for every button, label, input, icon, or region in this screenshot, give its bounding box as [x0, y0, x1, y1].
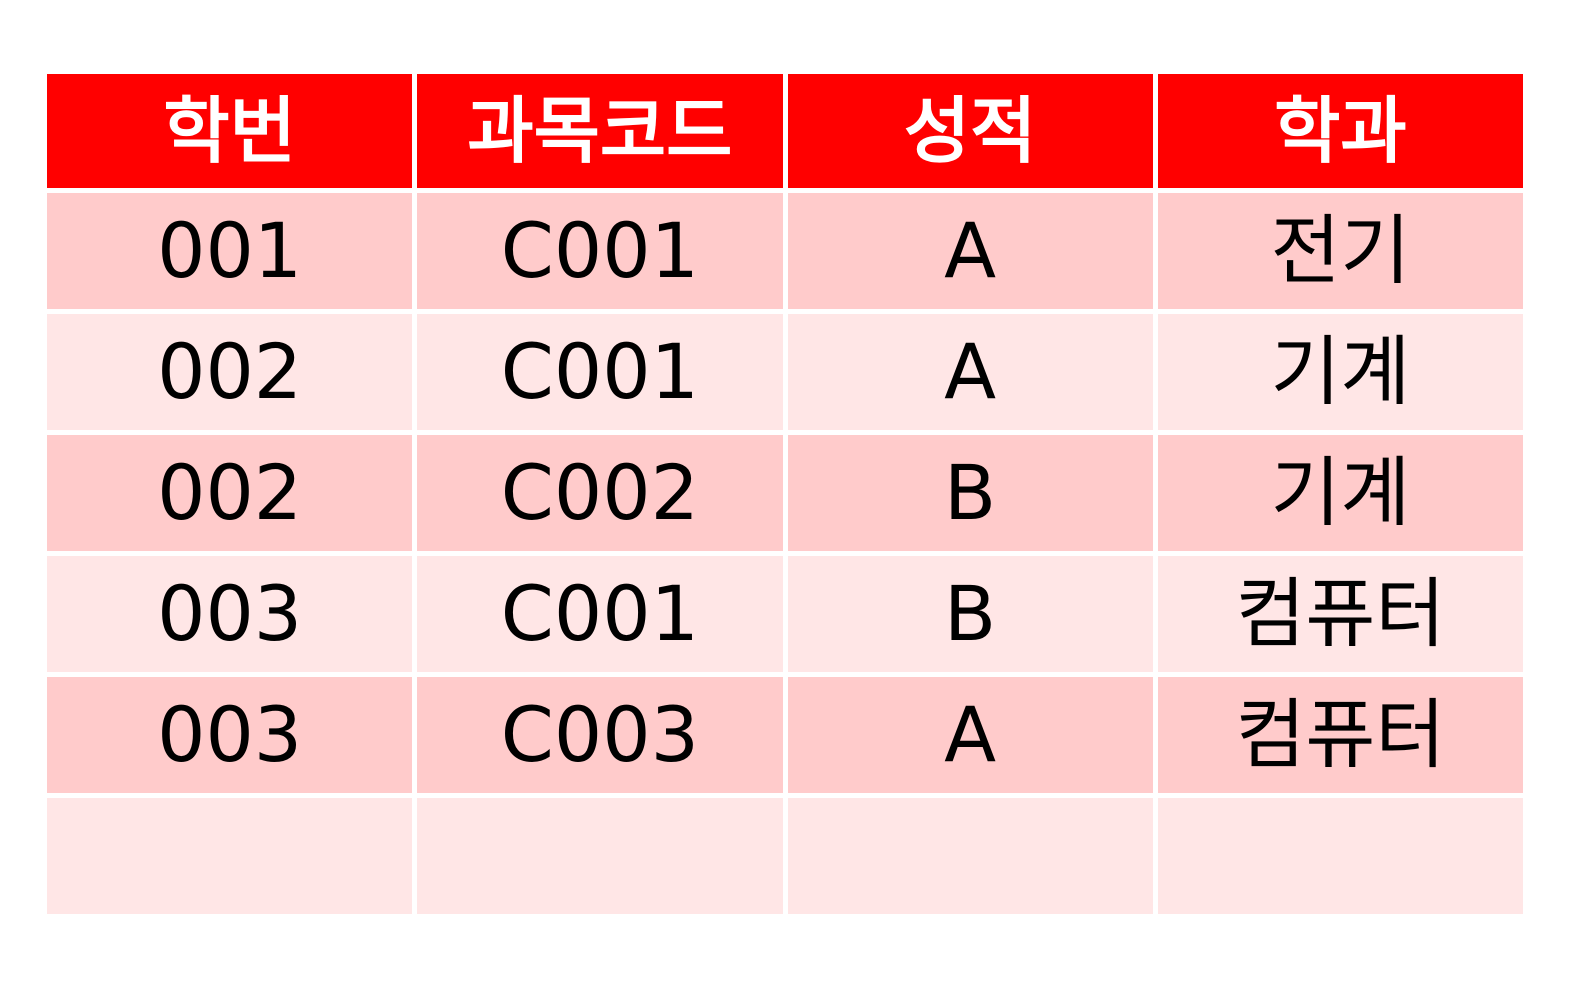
cell-student-id: 001 [41, 188, 418, 314]
cell-course-code: C001 [412, 309, 788, 435]
header-grade: 성적 [782, 69, 1158, 193]
cell-department: 컴퓨터 [1152, 672, 1529, 798]
table-row: 002 C002 B 기계 [41, 430, 1529, 556]
cell-grade: B [782, 430, 1158, 556]
table-row: 002 C001 A 기계 [41, 309, 1529, 435]
header-course-code: 과목코드 [412, 69, 788, 193]
cell-student-id: 002 [41, 430, 418, 556]
cell-department: 기계 [1152, 430, 1529, 556]
cell-student-id: 003 [41, 672, 418, 798]
cell-student-id: 003 [41, 551, 418, 677]
table-row: 003 C001 B 컴퓨터 [41, 551, 1529, 677]
table-row-empty [41, 793, 1529, 919]
cell-department [1152, 793, 1529, 919]
cell-grade: A [782, 672, 1158, 798]
header-student-id: 학번 [41, 69, 418, 193]
cell-course-code: C002 [412, 430, 788, 556]
cell-grade: A [782, 188, 1158, 314]
table-row: 003 C003 A 컴퓨터 [41, 672, 1529, 798]
grade-table: 학번 과목코드 성적 학과 001 C001 A 전기 002 C001 A 기… [41, 69, 1529, 919]
cell-grade [782, 793, 1158, 919]
cell-department: 기계 [1152, 309, 1529, 435]
cell-course-code [412, 793, 788, 919]
cell-department: 전기 [1152, 188, 1529, 314]
header-department: 학과 [1152, 69, 1529, 193]
table-header-row: 학번 과목코드 성적 학과 [41, 69, 1529, 193]
cell-course-code: C001 [412, 188, 788, 314]
table-row: 001 C001 A 전기 [41, 188, 1529, 314]
cell-department: 컴퓨터 [1152, 551, 1529, 677]
cell-course-code: C001 [412, 551, 788, 677]
cell-student-id [41, 793, 418, 919]
cell-course-code: C003 [412, 672, 788, 798]
cell-grade: A [782, 309, 1158, 435]
cell-grade: B [782, 551, 1158, 677]
cell-student-id: 002 [41, 309, 418, 435]
